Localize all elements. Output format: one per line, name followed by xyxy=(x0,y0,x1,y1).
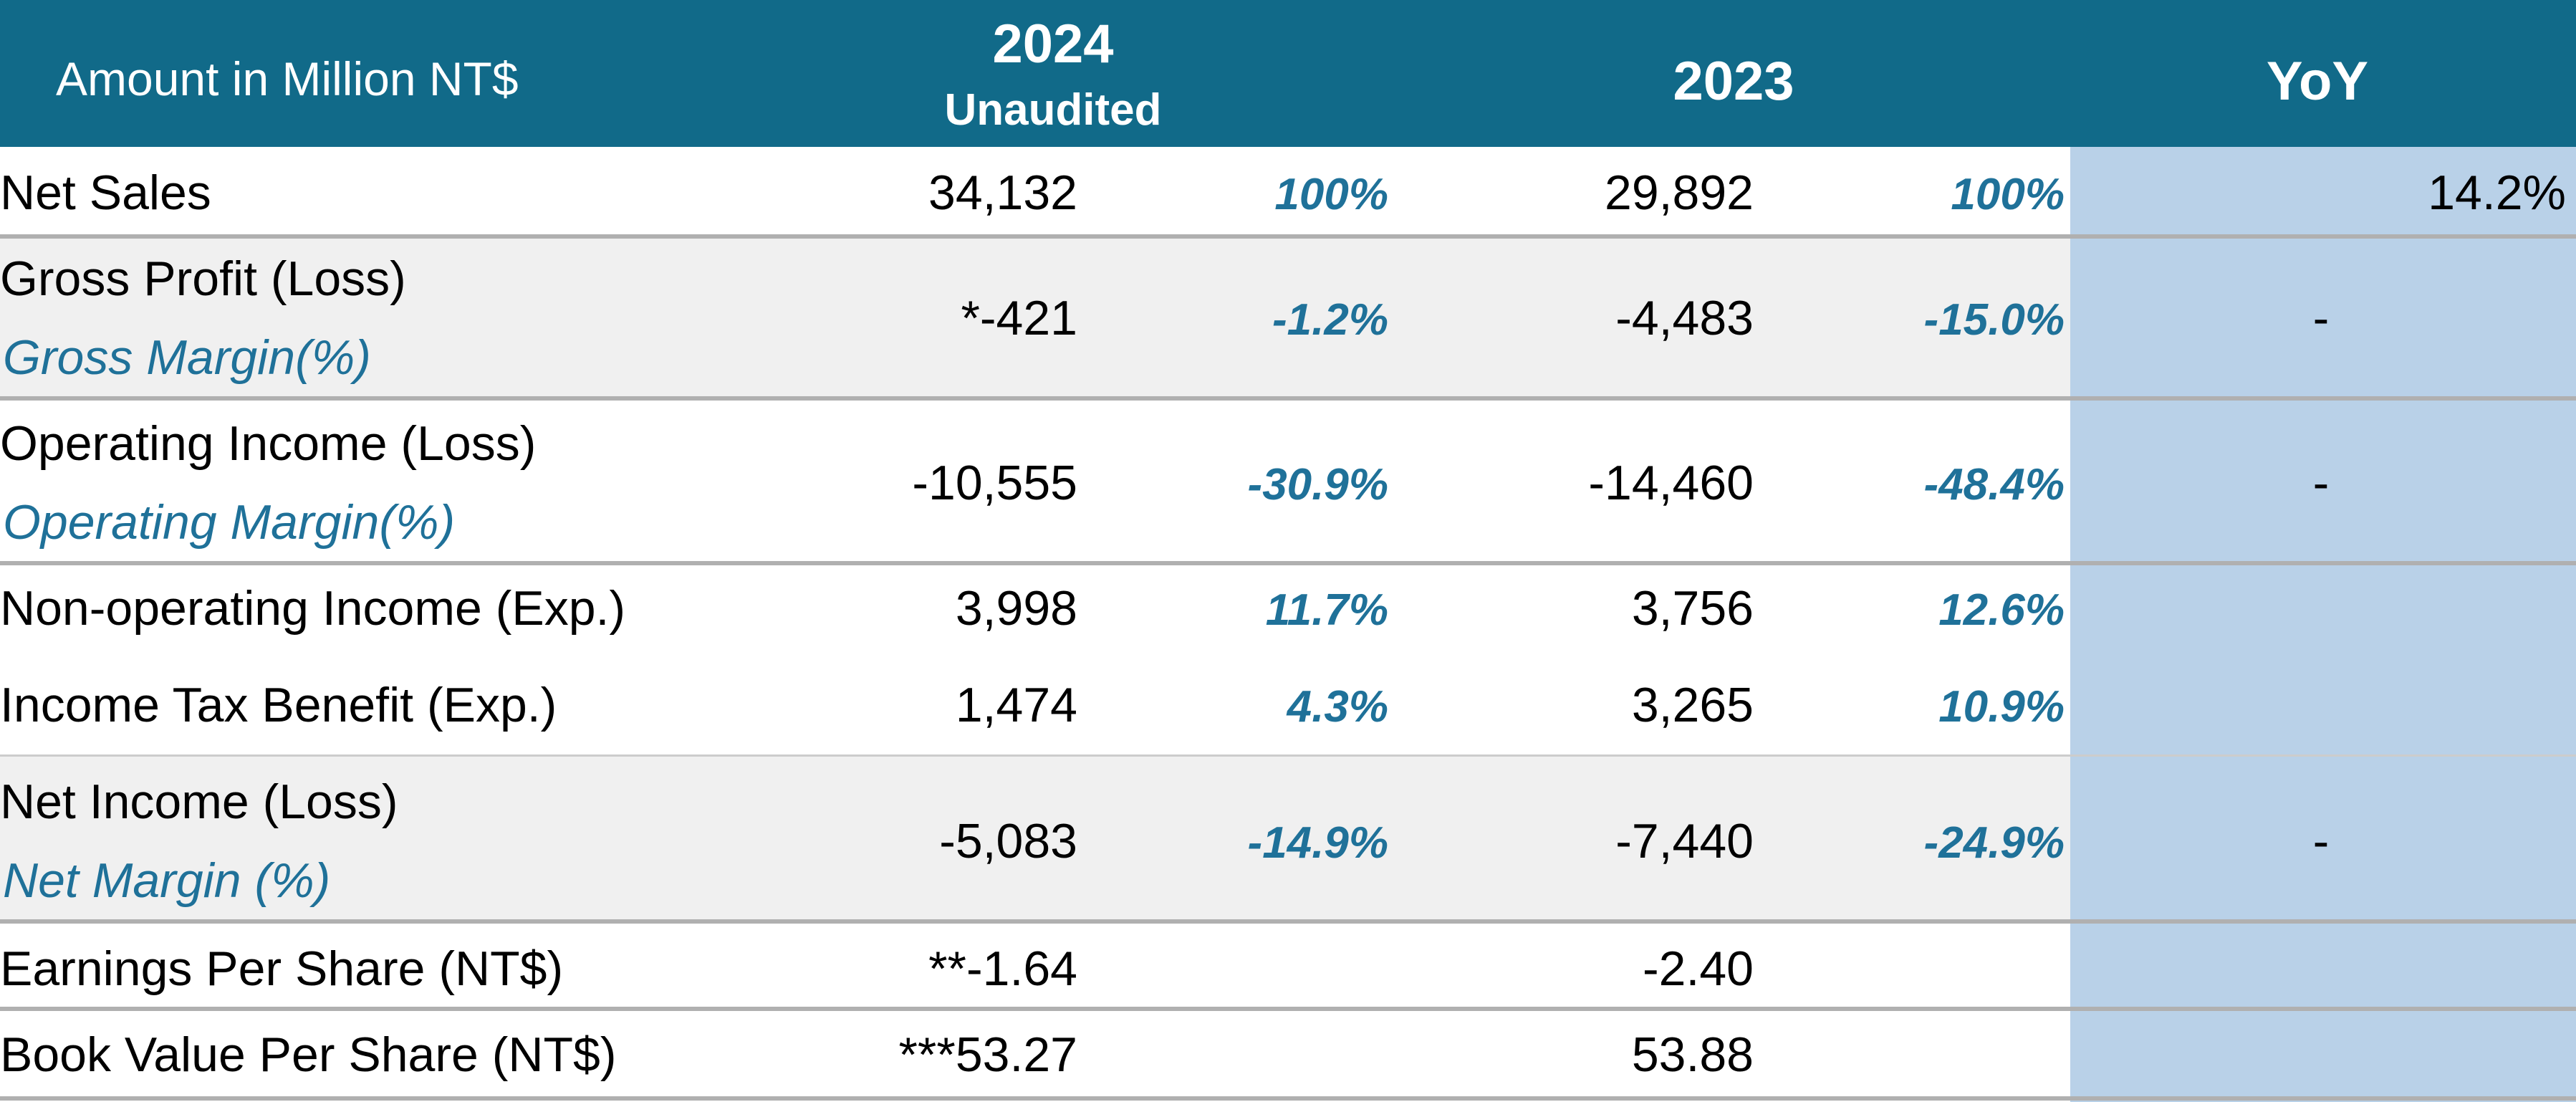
row-label-operating-income: Operating Income (Loss) xyxy=(0,416,537,471)
header-2023: 2023 xyxy=(1673,51,1794,112)
eps-2024: **-1.64 xyxy=(928,942,1077,996)
net-income-2023: -7,440 xyxy=(1615,814,1754,868)
yoy-column-bg xyxy=(2070,147,2576,1102)
row-label-net-income: Net Income (Loss) xyxy=(0,775,398,829)
header-amount-label: Amount in Million NT$ xyxy=(56,52,519,105)
net-sales-2024-pct: 100% xyxy=(1274,170,1388,219)
non-operating-2024-pct: 11.7% xyxy=(1265,585,1388,635)
row-divider xyxy=(0,919,2576,924)
gross-profit-yoy: - xyxy=(2312,291,2330,345)
header-yoy: YoY xyxy=(2266,51,2369,112)
operating-income-2023: -14,460 xyxy=(1588,456,1754,510)
row-label-non-operating: Non-operating Income (Exp.) xyxy=(0,581,626,636)
non-operating-2023-pct: 12.6% xyxy=(1938,585,2065,635)
row-sublabel-gross-margin: Gross Margin(%) xyxy=(3,330,371,385)
row-label-net-sales: Net Sales xyxy=(0,166,211,220)
income-tax-2024: 1,474 xyxy=(955,678,1077,732)
row-sublabel-operating-margin: Operating Margin(%) xyxy=(3,495,456,550)
operating-margin-2024: -30.9% xyxy=(1247,460,1388,509)
row-sublabel-net-margin: Net Margin (%) xyxy=(3,853,331,908)
bvps-2024: ***53.27 xyxy=(898,1027,1077,1082)
net-margin-2024: -14.9% xyxy=(1247,818,1388,868)
net-sales-yoy: 14.2% xyxy=(2428,166,2566,220)
net-income-yoy: - xyxy=(2312,814,2330,868)
row-divider xyxy=(0,396,2576,401)
row-label-income-tax: Income Tax Benefit (Exp.) xyxy=(0,678,557,732)
net-sales-2023-pct: 100% xyxy=(1951,170,2065,219)
income-tax-2023: 3,265 xyxy=(1631,678,1754,732)
operating-income-2024: -10,555 xyxy=(912,456,1077,510)
net-sales-2023: 29,892 xyxy=(1605,166,1754,220)
gross-profit-2024: *-421 xyxy=(961,291,1077,345)
gross-margin-2024: -1.2% xyxy=(1272,295,1388,345)
table-header: Amount in Million NT$ 2024 Unaudited 202… xyxy=(0,0,2576,147)
header-2024-unaudited: Unaudited xyxy=(944,85,1162,135)
operating-income-yoy: - xyxy=(2312,456,2330,510)
gross-profit-2023: -4,483 xyxy=(1615,291,1754,345)
row-divider xyxy=(0,234,2576,239)
eps-2023: -2.40 xyxy=(1643,942,1754,996)
income-tax-2024-pct: 4.3% xyxy=(1287,682,1388,732)
row-bg-gross-profit xyxy=(0,236,2070,398)
income-tax-2023-pct: 10.9% xyxy=(1938,682,2065,732)
row-bg-net-income xyxy=(0,756,2070,921)
gross-margin-2023: -15.0% xyxy=(1923,295,2065,345)
row-divider xyxy=(0,1096,2576,1101)
row-label-eps: Earnings Per Share (NT$) xyxy=(0,942,564,996)
bvps-2023: 53.88 xyxy=(1631,1027,1754,1082)
operating-margin-2023: -48.4% xyxy=(1923,460,2065,509)
row-divider xyxy=(0,1007,2576,1011)
net-margin-2023: -24.9% xyxy=(1923,818,2065,868)
non-operating-2024: 3,998 xyxy=(955,581,1077,636)
row-divider xyxy=(0,754,2576,757)
net-income-2024: -5,083 xyxy=(939,814,1077,868)
row-label-bvps: Book Value Per Share (NT$) xyxy=(0,1027,617,1082)
non-operating-2023: 3,756 xyxy=(1631,581,1754,636)
header-2024: 2024 xyxy=(992,14,1114,75)
row-divider xyxy=(0,561,2576,565)
row-label-gross-profit: Gross Profit (Loss) xyxy=(0,251,406,306)
net-sales-2024: 34,132 xyxy=(928,166,1077,220)
